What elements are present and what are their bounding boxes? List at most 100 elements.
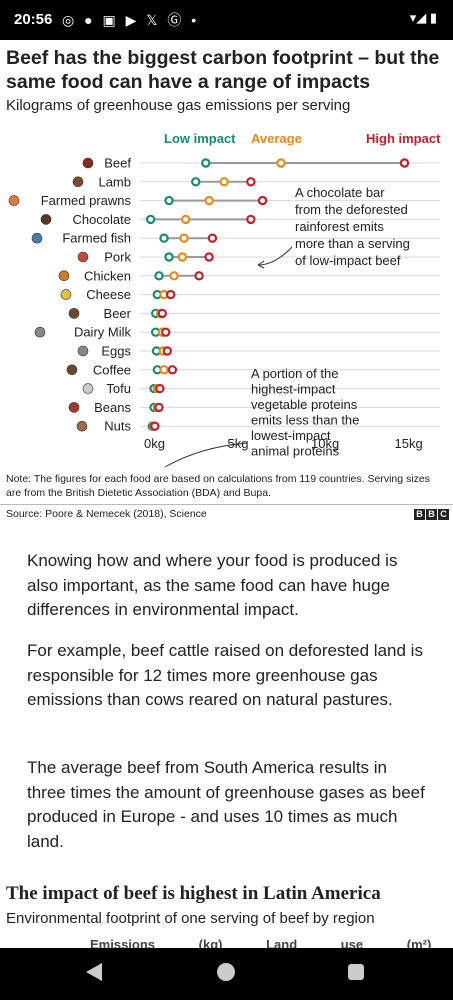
data-point xyxy=(165,289,176,300)
data-point xyxy=(399,158,410,168)
category-label: Coffee xyxy=(93,362,131,377)
annotation-arrowhead xyxy=(257,260,265,269)
category-label: Pork xyxy=(104,250,131,265)
chart-source: Source: Poore & Nemecek (2018), Science xyxy=(6,508,207,520)
data-point xyxy=(160,327,171,337)
category-label: Lamb xyxy=(98,174,131,189)
data-point xyxy=(246,177,256,187)
data-point xyxy=(159,233,169,243)
data-point xyxy=(207,233,218,243)
source-row: Source: Poore & Nemecek (2018), Science … xyxy=(0,504,453,523)
annotation-arrow xyxy=(257,246,293,266)
back-icon[interactable] xyxy=(86,963,102,981)
android-nav-bar xyxy=(0,948,453,1000)
legend-label: Average xyxy=(251,131,302,146)
legend-label: Low impact xyxy=(164,131,236,146)
signal-battery-icons: ▾◢ ▮ xyxy=(409,10,437,25)
bbc-logo-letter: B xyxy=(426,509,437,520)
data-point xyxy=(191,177,201,187)
annotation-arrow xyxy=(164,442,248,468)
status-bar: 20:56 ◎ ● ▣ ▶ 𝕏 Ⓖ • ▾◢ ▮ xyxy=(0,0,453,40)
annotation-text: A portion of the xyxy=(251,366,338,381)
beans-icon xyxy=(68,402,80,413)
data-point xyxy=(155,383,165,394)
annotation-text: rainforest emits xyxy=(295,219,384,234)
tofu-icon xyxy=(82,383,94,394)
category-label: Nuts xyxy=(104,419,131,434)
chicken-icon xyxy=(58,270,70,282)
article-paragraph: For example, beef cattle raised on defor… xyxy=(27,641,423,709)
home-icon[interactable] xyxy=(217,963,235,981)
annotation-text: from the deforested xyxy=(295,202,408,217)
beer-icon xyxy=(68,308,80,319)
annotation-text: of low-impact beef xyxy=(295,253,401,268)
article-paragraph: The average beef from South America resu… xyxy=(27,758,425,851)
data-point xyxy=(167,365,178,375)
category-label: Beer xyxy=(104,306,132,321)
chart-subtitle: Kilograms of greenhouse gas emissions pe… xyxy=(6,97,351,114)
steak-icon xyxy=(82,157,94,169)
data-point xyxy=(164,195,174,206)
data-point xyxy=(157,308,168,319)
category-label: Farmed fish xyxy=(62,231,131,246)
data-point xyxy=(257,195,268,206)
section-subheading: Environmental footprint of one serving o… xyxy=(6,910,375,927)
emissions-dot-chart: Low impact Average High impact Beef Lamb Farm… xyxy=(8,131,441,468)
data-point xyxy=(154,271,164,281)
annotation-text: more than a serving xyxy=(295,236,410,251)
annotation-text: A chocolate bar xyxy=(295,185,385,200)
annotation-text: emits less than the xyxy=(251,413,359,428)
data-point xyxy=(162,346,173,356)
category-label: Eggs xyxy=(101,344,131,359)
x-tick-label: 0kg xyxy=(144,436,165,451)
data-point xyxy=(145,214,156,225)
bbc-logo-letter: C xyxy=(438,509,449,520)
data-point xyxy=(276,158,286,168)
notification-icons: ◎ ● ▣ ▶ 𝕏 Ⓖ • xyxy=(62,12,200,28)
category-label: Dairy Milk xyxy=(74,325,132,340)
data-point xyxy=(150,421,160,431)
chocolate-icon xyxy=(40,214,52,225)
milk-icon xyxy=(34,326,46,338)
bbc-logo-letter: B xyxy=(414,509,425,520)
data-point xyxy=(219,177,229,187)
category-label: Beans xyxy=(94,400,131,415)
category-label: Tofu xyxy=(106,381,131,396)
data-point xyxy=(194,271,204,281)
data-point xyxy=(177,252,188,262)
pork-icon xyxy=(77,251,89,263)
article-content[interactable]: Beef has the biggest carbon footprint – … xyxy=(0,40,453,948)
annotation-text: highest-impact xyxy=(251,382,336,397)
nuts-icon xyxy=(76,420,88,432)
data-point xyxy=(246,214,256,225)
category-label: Chicken xyxy=(84,268,131,283)
data-point xyxy=(204,252,214,262)
x-tick-label: 15kg xyxy=(395,436,423,451)
category-label: Cheese xyxy=(86,287,131,302)
category-label: Beef xyxy=(104,156,131,171)
section-heading: The impact of beef is highest in Latin A… xyxy=(6,883,381,904)
cheese-icon xyxy=(60,289,72,300)
lamb-icon xyxy=(72,176,84,188)
legend-label: High impact xyxy=(366,131,441,146)
fish-icon xyxy=(31,232,43,244)
data-point xyxy=(159,365,169,375)
data-point xyxy=(179,233,189,243)
annotation-text: vegetable proteins xyxy=(251,397,358,412)
bbc-logo: B B C xyxy=(414,509,449,520)
x-tick-label: 10kg xyxy=(311,436,339,451)
data-point xyxy=(204,195,214,206)
chart-note: Note: The figures for each food are base… xyxy=(6,473,430,499)
annotation-text: animal proteins xyxy=(251,444,340,459)
category-label: Chocolate xyxy=(72,212,131,227)
prawn-icon xyxy=(8,195,20,206)
annotation-text: lowest-impact xyxy=(251,428,331,443)
data-point xyxy=(164,252,174,262)
data-point xyxy=(169,271,179,281)
chart-title: Beef has the biggest carbon footprint – … xyxy=(6,47,440,93)
recents-icon[interactable] xyxy=(348,964,364,980)
data-point xyxy=(181,214,191,225)
category-label: Farmed prawns xyxy=(41,193,132,208)
coffee-icon xyxy=(66,364,78,376)
eggs-icon xyxy=(77,345,89,357)
